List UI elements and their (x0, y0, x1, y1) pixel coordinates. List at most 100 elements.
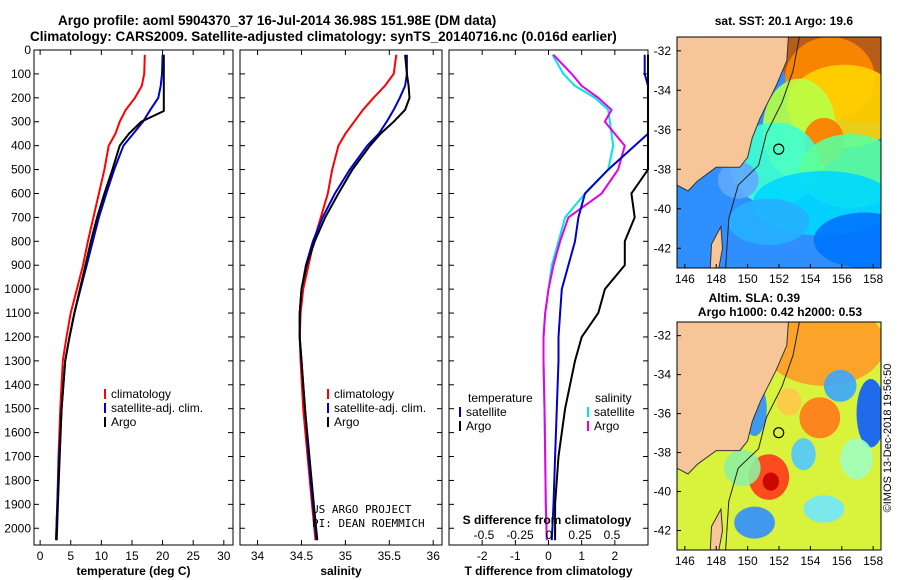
sla-patch (723, 449, 761, 487)
y-tick-label: 400 (11, 139, 31, 153)
map-x-tick-label: 150 (738, 554, 758, 568)
y-tick-label: 1800 (4, 473, 31, 487)
y-tick-label: 600 (11, 186, 31, 200)
map-x-tick-label: 150 (738, 272, 758, 286)
x-tick-label: 15 (125, 549, 139, 563)
salinity-line-argo (298, 54, 411, 541)
temperature-line-satellite-adj-clim- (55, 54, 164, 541)
isobath-line (725, 322, 800, 550)
x-tick-label: 1 (578, 549, 585, 563)
x-tick-label: -1 (510, 549, 521, 563)
x-tick-label: 34 (251, 549, 265, 563)
x-tick-label: 2 (611, 549, 618, 563)
map-y-tick-label: -38 (654, 162, 672, 176)
map-x-tick-label: 148 (706, 272, 726, 286)
salinity-panel: 34 34.5 35 35.5 36 salinity (239, 49, 443, 578)
x-tick-label: 5 (67, 549, 74, 563)
sla-map-subtitle: Argo h1000: 0.42 h2000: 0.53 (698, 305, 862, 319)
sla-patch (776, 388, 802, 416)
difference-top-xlabel: S difference from climatology (463, 513, 632, 527)
x-tick-label: 0 (545, 549, 552, 563)
temperature-line-argo (55, 54, 165, 541)
legend-label: climatology (111, 387, 171, 401)
imos-credit: ©IMOS 13-Dec-2018 19:56:50 (882, 364, 894, 513)
sla-patch (762, 322, 881, 386)
sla-patch (734, 506, 775, 539)
legend-label: Argo (594, 419, 620, 433)
sla-map-field (677, 322, 881, 550)
y-tick-label: 300 (11, 115, 31, 129)
x-tick-label: -2 (477, 549, 488, 563)
map-y-tick-label: -34 (654, 83, 672, 97)
top-tick-label: 0.25 (568, 528, 592, 542)
top-tick-label: 0.5 (604, 528, 621, 542)
legend-label: Argo (466, 419, 492, 433)
y-tick-label: 0 (24, 43, 31, 57)
map-y-tick-label: -36 (654, 407, 672, 421)
chart-title-line2: Climatology: CARS2009. Satellite-adjuste… (30, 29, 617, 44)
sst-map-title: sat. SST: 20.1 Argo: 19.6 (715, 14, 854, 28)
map-y-tick-label: -40 (654, 202, 672, 216)
temperature-frame (33, 49, 234, 546)
sla-patch (823, 369, 857, 402)
y-tick-label: 2000 (4, 521, 31, 535)
map-y-tick-label: -32 (654, 44, 672, 58)
map-y-tick-label: -40 (654, 485, 672, 499)
y-tick-label: 1500 (4, 402, 31, 416)
map-x-tick-label: 148 (706, 554, 726, 568)
map-y-tick-label: -32 (654, 329, 672, 343)
legend-label: satellite (466, 405, 507, 419)
sla-patch (856, 379, 881, 448)
land-mass (677, 37, 789, 192)
legend-label: climatology (334, 387, 394, 401)
map-x-tick-label: 154 (800, 554, 820, 568)
y-tick-label: 1300 (4, 354, 31, 368)
temperature-panel: 0100200300400500600700800900100011001200… (4, 43, 234, 578)
sla-patch (791, 438, 816, 471)
x-tick-label: 36 (427, 549, 441, 563)
y-tick-label: 800 (11, 234, 31, 248)
legend-title-salinity: salinity (595, 391, 632, 405)
difference-frame (448, 49, 649, 546)
y-tick-label: 1400 (4, 378, 31, 392)
y-tick-label: 1700 (4, 450, 31, 464)
map-y-tick-label: -42 (654, 241, 672, 255)
legend-label: Argo (334, 415, 360, 429)
map-y-tick-label: -34 (654, 368, 672, 382)
temperature-line-climatology (55, 54, 146, 541)
isobath-line (725, 37, 800, 268)
sla-map-title: Altim. SLA: 0.39 (709, 291, 801, 305)
legend-label: satellite-adj. clim. (111, 401, 203, 415)
legend-label: Argo (111, 415, 137, 429)
x-tick-label: 35 (339, 549, 353, 563)
sla-map-panel: 146 148 150 152 154 156 158 -32 -34 -36 -38 -40 -42 (654, 321, 883, 568)
y-tick-label: 1900 (4, 497, 31, 511)
x-tick-label: 34.5 (290, 549, 314, 563)
difference-line-temperature-argo (554, 54, 649, 541)
map-x-tick-label: 146 (675, 554, 695, 568)
sla-patch (799, 397, 841, 439)
top-tick-label: 0 (546, 528, 553, 542)
y-tick-label: 1200 (4, 330, 31, 344)
legend-label: satellite (594, 405, 635, 419)
map-x-tick-label: 154 (800, 272, 820, 286)
x-tick-label: 20 (156, 549, 170, 563)
legend-label: satellite-adj. clim. (334, 401, 426, 415)
sla-patch (840, 438, 873, 480)
x-tick-label: 10 (95, 549, 109, 563)
sst-patch (717, 161, 759, 199)
x-tick-label: 30 (217, 549, 231, 563)
x-tick-label: 0 (37, 549, 44, 563)
y-tick-label: 1600 (4, 426, 31, 440)
temperature-xlabel: temperature (deg C) (76, 564, 190, 578)
y-tick-label: 100 (11, 67, 31, 81)
pi-annotation: PI: DEAN ROEMMICH (312, 517, 425, 530)
sst-patch (728, 198, 810, 245)
y-tick-label: 200 (11, 91, 31, 105)
salinity-frame (239, 49, 443, 546)
legend-title-temperature: temperature (468, 391, 533, 405)
sla-patch (803, 495, 845, 523)
y-tick-label: 1100 (5, 306, 31, 320)
salinity-xlabel: salinity (320, 564, 362, 578)
